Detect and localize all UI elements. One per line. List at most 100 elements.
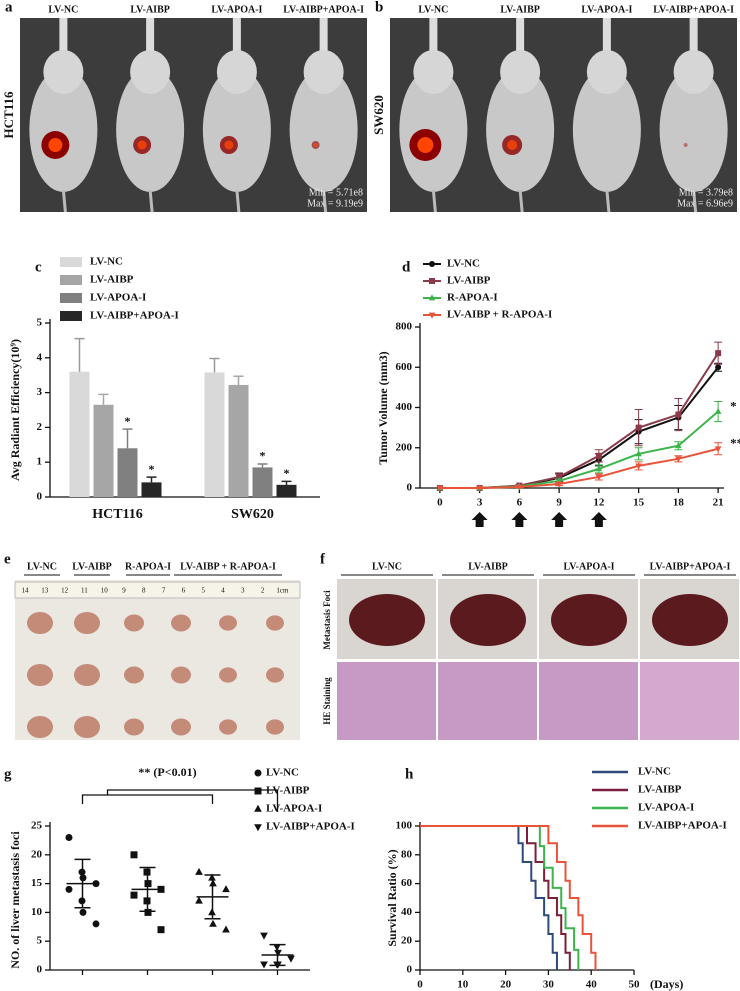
group-label: R-APOA-I xyxy=(125,561,171,572)
legend-swatch xyxy=(60,293,82,303)
marker xyxy=(195,896,203,904)
marker xyxy=(675,456,682,463)
column-label: LV-APOA-I xyxy=(563,561,614,572)
tumor xyxy=(124,666,144,684)
y-tick-label: 60 xyxy=(401,877,413,889)
x-tick-label: 15 xyxy=(633,497,645,509)
mouse-head xyxy=(586,50,627,94)
marker xyxy=(675,442,682,449)
comparison-bracket xyxy=(81,789,279,812)
significance: * xyxy=(730,399,737,414)
ruler-label: 12 xyxy=(61,587,69,595)
mouse xyxy=(116,68,185,192)
ruler-label: 9 xyxy=(122,587,126,595)
side-label: HCT116 xyxy=(1,91,16,138)
marker xyxy=(222,925,230,933)
marker xyxy=(254,804,262,812)
x-axis-unit: (Days) xyxy=(650,977,683,991)
survival-curve xyxy=(420,825,597,970)
survival-curve xyxy=(420,825,580,970)
y-tick-label: 15 xyxy=(31,877,43,889)
treatment-arrow xyxy=(590,512,607,527)
legend-label: LV-AIBP xyxy=(447,275,491,287)
mouse-head xyxy=(216,50,257,94)
y-tick-label: 1 xyxy=(37,456,43,468)
side-label: SW620 xyxy=(371,95,386,135)
treatment-arrow xyxy=(511,512,528,527)
tumor xyxy=(27,715,53,739)
x-tick-label: 50 xyxy=(629,979,641,991)
liver xyxy=(349,594,425,646)
panel-letter: d xyxy=(402,259,411,275)
tail xyxy=(61,189,67,213)
ruler-label: 5 xyxy=(201,587,205,595)
x-tick-label: 6 xyxy=(517,497,523,509)
tumor xyxy=(171,718,191,736)
column-label: LV-NC xyxy=(418,4,448,15)
marker xyxy=(130,891,138,899)
ruler-label: 11 xyxy=(81,587,88,595)
y-tick-label: 800 xyxy=(396,321,413,333)
he-stain xyxy=(539,662,638,740)
y-tick-label: 10 xyxy=(31,906,43,918)
marker xyxy=(675,411,682,418)
bar xyxy=(276,484,297,497)
legend-label: LV-AIBP xyxy=(90,274,134,286)
y-tick-label: 0 xyxy=(407,964,413,976)
marker xyxy=(556,473,563,480)
y-axis-label: Survival Ratio (%) xyxy=(385,849,399,946)
legend-label: LV-NC xyxy=(266,767,299,779)
mouse xyxy=(659,68,728,192)
x-tick-label: 30 xyxy=(543,979,555,991)
tail xyxy=(692,189,698,213)
sd-bar xyxy=(139,866,156,912)
sd-bar xyxy=(269,943,286,967)
x-tick-label: 12 xyxy=(593,497,605,509)
bar xyxy=(204,372,225,497)
tumor xyxy=(219,719,237,735)
panel-letter: f xyxy=(320,551,326,567)
group-label: LV-AIBP + R-APOA-I xyxy=(180,561,276,572)
syringe xyxy=(146,18,155,58)
column-label: LV-APOA-I xyxy=(211,4,262,15)
error-bar xyxy=(98,393,109,405)
scale-min: Min = 3.79e8 xyxy=(679,187,733,198)
marker xyxy=(595,474,603,481)
tail xyxy=(605,189,611,213)
ruler-label: 8 xyxy=(142,587,146,595)
tail xyxy=(235,189,241,213)
bar xyxy=(93,404,114,497)
marker xyxy=(635,463,642,470)
bar xyxy=(117,448,138,497)
marker xyxy=(287,955,295,963)
mouse xyxy=(399,68,468,192)
y-tick-label: 100 xyxy=(396,820,413,832)
y-tick-label: 600 xyxy=(396,361,413,373)
column-label: LV-AIBP+APOA-I xyxy=(650,561,731,572)
legend-label: LV-APOA-I xyxy=(638,802,694,814)
y-tick-label: 400 xyxy=(396,401,413,413)
column-label: LV-AIBP+APOA-I xyxy=(283,4,364,15)
legend-label: LV-NC xyxy=(638,766,671,778)
marker xyxy=(254,787,262,795)
tumor xyxy=(266,615,284,631)
tail xyxy=(518,189,524,213)
legend-label: R-APOA-I xyxy=(447,292,498,304)
legend-label: LV-AIBP+APOA-I xyxy=(266,821,355,833)
marker xyxy=(595,465,603,472)
column-label: LV-NC xyxy=(372,561,402,572)
x-tick-label: 0 xyxy=(417,979,423,991)
row-label: HE Staining xyxy=(322,677,332,725)
marker xyxy=(429,278,435,284)
column-label: LV-NC xyxy=(48,4,78,15)
y-tick-label: 80 xyxy=(401,848,413,860)
marker xyxy=(428,294,436,301)
y-tick-label: 5 xyxy=(37,317,43,329)
y-tick-label: 20 xyxy=(31,848,43,860)
y-tick-label: 2 xyxy=(37,421,43,433)
y-tick-label: 20 xyxy=(401,935,413,947)
bar xyxy=(69,371,90,497)
legend-swatch xyxy=(60,311,82,321)
legend-label: LV-APOA-I xyxy=(266,803,322,815)
